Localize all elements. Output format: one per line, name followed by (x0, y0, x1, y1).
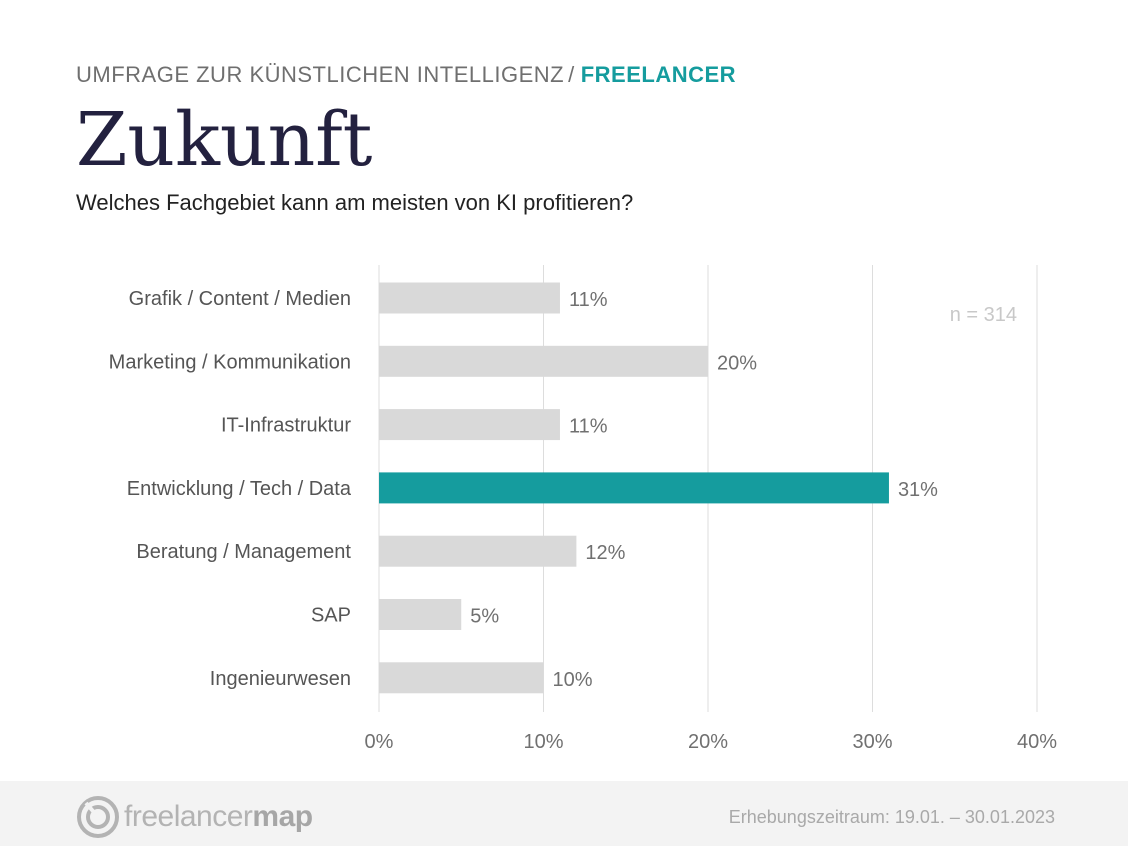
kicker-separator: / (568, 62, 575, 87)
logo-text-bold: map (252, 800, 313, 833)
category-label: Beratung / Management (136, 541, 351, 563)
category-label: IT-Infrastruktur (221, 415, 351, 437)
data-label: 20% (717, 352, 757, 374)
kicker-accent: FREELANCER (580, 62, 737, 87)
data-label: 31% (898, 479, 938, 501)
bar (379, 409, 560, 441)
data-label: 10% (553, 669, 593, 691)
logo-text-regular: freelancer (124, 800, 253, 833)
freelancermap-logo: freelancermap (76, 795, 313, 839)
data-label: 11% (569, 416, 608, 438)
category-label: SAP (311, 605, 351, 627)
data-label: 12% (585, 542, 625, 564)
sample-size-annotation: n = 314 (950, 304, 1017, 326)
data-label: 5% (470, 606, 499, 628)
x-tick-label: 10% (523, 731, 563, 753)
page-title: Zukunft (76, 97, 373, 183)
x-tick-label: 0% (365, 731, 394, 753)
bar (379, 472, 889, 504)
page-subtitle: Welches Fachgebiet kann am meisten von K… (76, 190, 634, 215)
logo-text: freelancermap (124, 800, 313, 834)
logo-circle-icon (77, 796, 119, 838)
bar (379, 345, 708, 377)
data-label: 11% (569, 289, 608, 311)
kicker-topic: UMFRAGE ZUR KÜNSTLICHEN INTELLIGENZ (76, 62, 565, 87)
bar (379, 599, 462, 630)
bar (379, 662, 544, 694)
bar (379, 282, 560, 314)
x-tick-label: 20% (688, 731, 728, 753)
bar (379, 535, 577, 567)
category-label: Ingenieurwesen (210, 668, 351, 690)
category-label: Marketing / Kommunikation (109, 351, 351, 373)
survey-period: Erhebungszeitraum: 19.01. – 30.01.2023 (728, 807, 1055, 827)
bar-chart: 0% 10% 20% 30% 40% Grafik / Content / Medien 1… (109, 265, 1057, 753)
x-tick-label: 40% (1017, 731, 1057, 753)
x-tick-label: 30% (852, 731, 892, 753)
footer: freelancermap Erhebungszeitraum: 19.01. … (0, 781, 1128, 846)
category-label: Grafik / Content / Medien (129, 288, 351, 310)
kicker: UMFRAGE ZUR KÜNSTLICHEN INTELLIGENZ / FREE… (76, 62, 736, 88)
category-label: Entwicklung / Tech / Data (127, 478, 352, 500)
